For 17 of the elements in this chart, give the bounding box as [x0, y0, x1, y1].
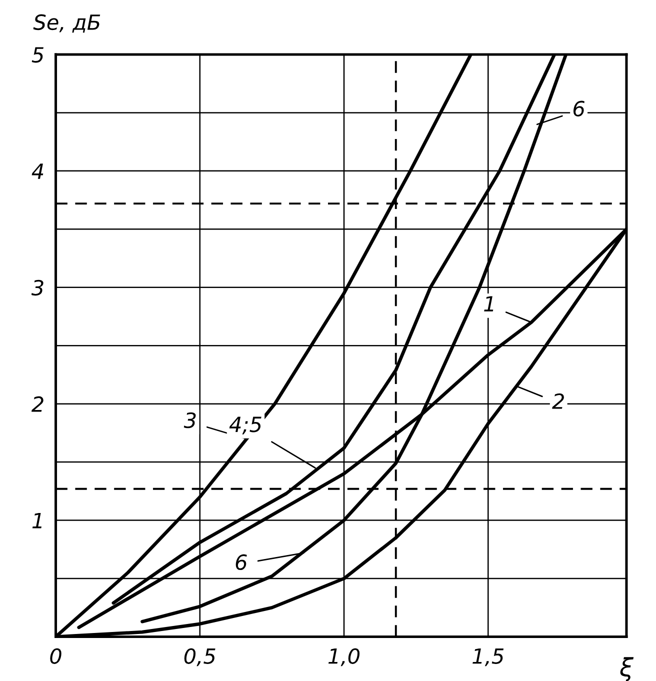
y-tick-label: 5	[32, 47, 44, 63]
x-axis-title: ξ	[620, 657, 634, 681]
x-tick-label: 0	[50, 648, 62, 664]
y-tick-label: 1	[32, 513, 42, 528]
y-axis-title: Se, дБ	[33, 14, 100, 33]
annotation: 3	[184, 412, 196, 428]
annotation: 4;5	[229, 416, 262, 434]
annotation: 6	[573, 100, 584, 117]
x-tick-label: 1,5	[472, 648, 504, 666]
x-tick-label: 1,0	[328, 648, 360, 666]
y-tick-label: 3	[31, 280, 44, 296]
y-tick-label: 2	[31, 396, 44, 412]
x-tick-label: 0,5	[184, 648, 216, 666]
annotation: 2	[552, 393, 564, 409]
y-tick-label: 4	[32, 164, 44, 179]
annotation: 1	[484, 296, 494, 312]
annotation: 6	[236, 554, 247, 570]
